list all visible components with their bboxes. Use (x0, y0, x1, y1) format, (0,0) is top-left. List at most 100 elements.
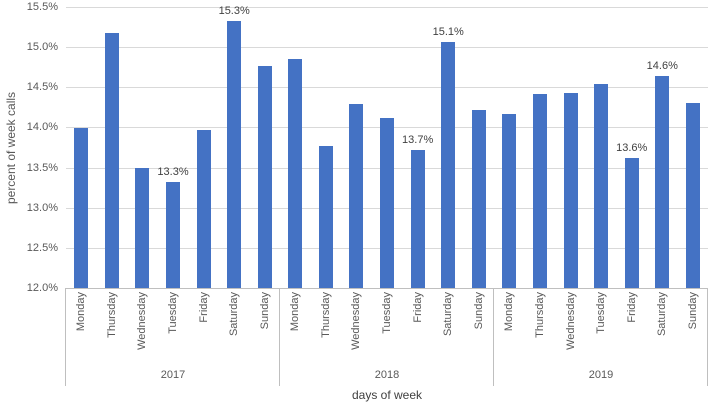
x-axis-year-labels: 2017 2018 2019 (66, 369, 708, 384)
gridline (66, 47, 708, 49)
day-label: Wednesday (136, 292, 149, 350)
bar-slot: 13.3% (157, 7, 189, 288)
day-label: Saturday (228, 292, 241, 337)
day-label: Monday (75, 292, 88, 332)
x-tick-day-slot: Monday (280, 292, 311, 366)
day-label: Thursday (105, 292, 118, 338)
category-separator-line (65, 288, 66, 386)
x-tick-day-slot: Tuesday (158, 292, 189, 366)
bar-slot: 13.7% (402, 7, 433, 288)
bar-2018-thursday (318, 145, 333, 288)
bar-2017-sunday (257, 65, 272, 288)
x-tick-day-slot: Sunday (249, 292, 280, 366)
day-label: Friday (625, 292, 638, 323)
bar-slot (464, 7, 495, 288)
bar-data-label: 14.6% (646, 60, 678, 72)
bar-slot: 15.1% (433, 7, 464, 288)
bar-slot: 13.6% (616, 7, 647, 288)
bar-data-label: 13.7% (402, 133, 434, 146)
bar-slot (678, 7, 709, 288)
bar-slot (311, 7, 342, 288)
bar-slot (127, 7, 158, 288)
day-label: Sunday (472, 292, 485, 330)
bar-2018-monday (288, 59, 303, 288)
bar-data-label: 15.3% (218, 4, 250, 17)
bar-2017-friday (196, 129, 211, 288)
x-tick-day-slot: Tuesday (586, 292, 617, 366)
day-label: Tuesday (381, 292, 394, 334)
bar-2018-friday (410, 149, 425, 288)
x-tick-day-slot: Saturday (647, 292, 678, 366)
day-label: Wednesday (350, 292, 363, 350)
bar-2019-monday (502, 113, 517, 288)
bar-slot (249, 7, 280, 288)
bar-2018-saturday (441, 41, 456, 288)
bar-2019-saturday (655, 76, 670, 288)
x-tick-day-slot: Monday (66, 292, 97, 366)
bar-data-label: 13.6% (616, 141, 648, 154)
day-label: Thursday (533, 292, 546, 338)
day-label: Friday (197, 292, 210, 323)
day-label: Monday (289, 292, 302, 332)
x-tick-day-slot: Thursday (97, 292, 128, 366)
bar-slot (188, 7, 219, 288)
day-label: Saturday (656, 292, 669, 337)
year-label: 2019 (588, 369, 614, 381)
y-tick-label: 14.5% (26, 81, 58, 94)
category-separator-line (279, 288, 280, 386)
day-label: Friday (411, 292, 424, 323)
x-tick-day-slot: Friday (616, 292, 647, 366)
x-tick-day-slot: Saturday (433, 292, 464, 366)
day-label: Thursday (319, 292, 332, 338)
y-tick-label: 12.5% (26, 241, 58, 254)
bar-slot: 15.3% (218, 4, 250, 288)
y-tick-label: 15.5% (26, 1, 58, 13)
x-tick-day-slot: Wednesday (127, 292, 158, 366)
bar-slot (525, 7, 556, 288)
bar-2019-wednesday (563, 92, 578, 288)
x-tick-day-slot: Wednesday (555, 292, 586, 366)
year-label: 2018 (374, 369, 400, 381)
y-axis-tick-labels: 15.5% 15.0% 14.5% 14.0% 13.5% 13.0% 12.5% 12.0% (0, 1, 58, 302)
year-label: 2017 (160, 369, 186, 381)
bar-2017-wednesday (135, 167, 150, 288)
day-label: Saturday (442, 292, 455, 337)
bar-slot (280, 7, 311, 288)
day-label: Tuesday (595, 292, 608, 334)
bar-2017-thursday (104, 32, 119, 288)
bar-2017-saturday (227, 20, 242, 288)
bar-2017-monday (74, 128, 89, 288)
x-tick-day-slot: Monday (494, 292, 525, 366)
bar-2018-tuesday (380, 117, 395, 288)
bar-2019-tuesday (594, 84, 609, 288)
category-separator-line (493, 288, 494, 386)
bar-2019-friday (624, 157, 639, 288)
bar-2018-wednesday (349, 104, 364, 288)
bar-slot (97, 7, 128, 288)
x-tick-day-slot: Thursday (525, 292, 556, 366)
day-label: Tuesday (167, 292, 180, 334)
bar-slot (555, 7, 586, 288)
bar-2017-tuesday (166, 182, 181, 288)
bar-2018-sunday (471, 109, 486, 288)
y-tick-label: 15.0% (26, 41, 58, 54)
x-tick-day-slot: Saturday (219, 292, 250, 366)
bar-slot (66, 7, 97, 288)
bar-slot (586, 7, 617, 288)
gridline (66, 87, 708, 89)
y-tick-label: 14.0% (26, 121, 58, 134)
bar-slot: 14.6% (647, 7, 678, 288)
x-tick-day-slot: Thursday (311, 292, 342, 366)
bar-slot (494, 7, 525, 288)
category-separator-line (707, 288, 708, 386)
x-tick-day-slot: Sunday (678, 292, 709, 366)
x-tick-day-slot: Friday (402, 292, 433, 366)
day-label: Wednesday (564, 292, 577, 350)
day-label: Monday (503, 292, 516, 332)
bar-data-label: 13.3% (157, 166, 189, 178)
y-tick-label: 13.0% (26, 201, 58, 214)
x-tick-day-slot: Tuesday (372, 292, 403, 366)
day-label: Sunday (258, 292, 271, 330)
bar-slot (341, 7, 372, 288)
day-label: Sunday (686, 292, 699, 330)
